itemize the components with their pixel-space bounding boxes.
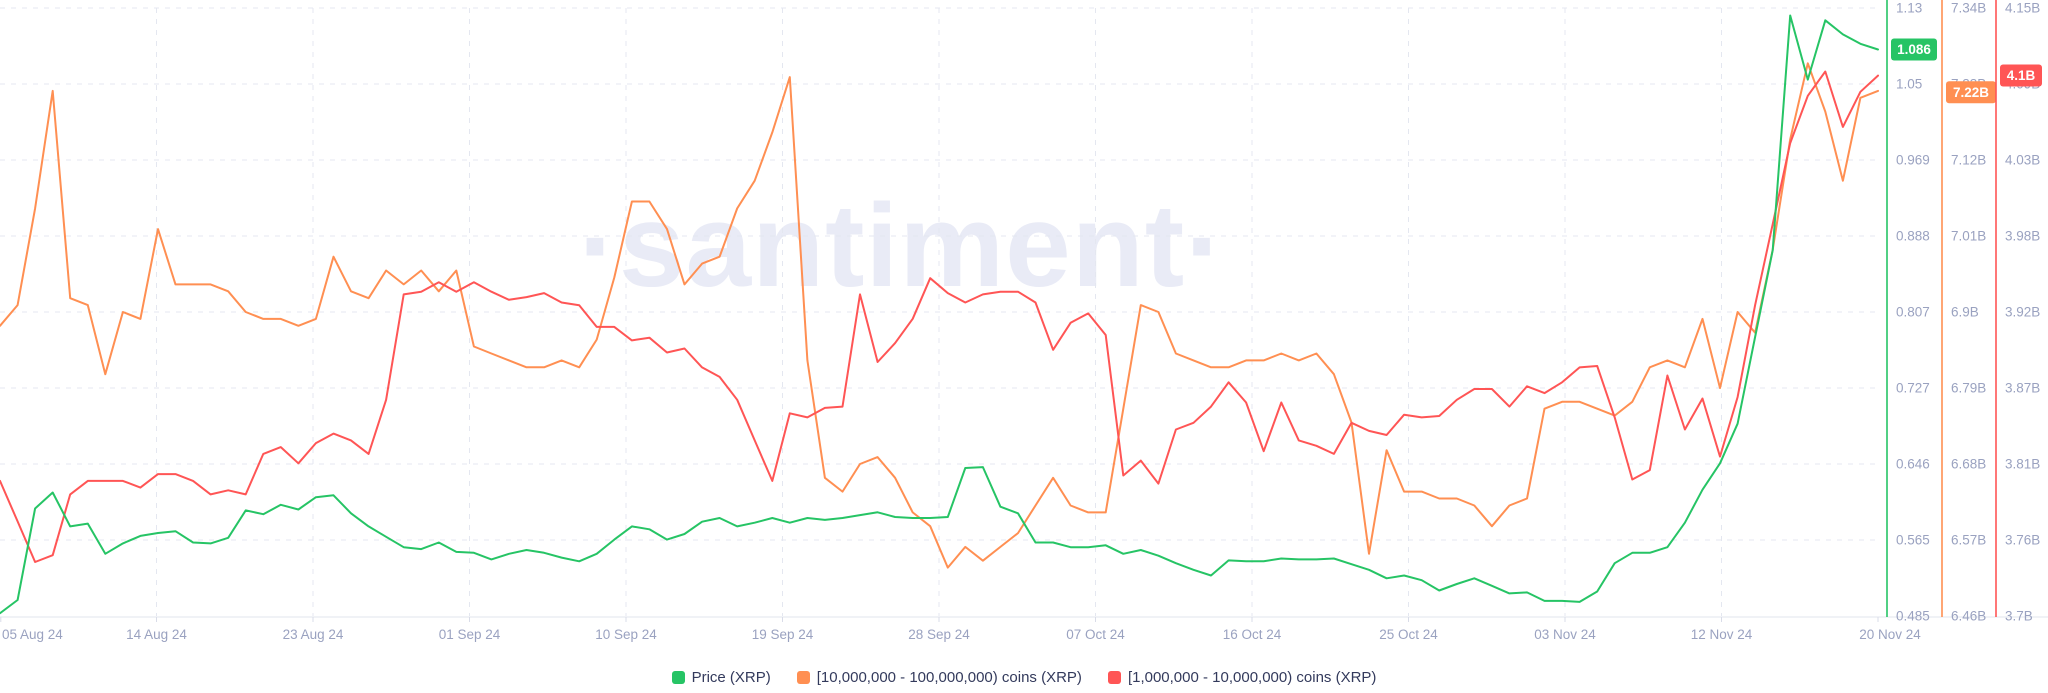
santiment-watermark: ·santiment· [578, 180, 1226, 312]
legend-item-price[interactable]: Price (XRP) [671, 668, 771, 686]
legend-label: [1,000,000 - 10,000,000) coins (XRP) [1127, 668, 1377, 686]
coins-1m-10m-tick-label: 3.81B [2005, 457, 2040, 472]
coins-10m-100m-tick-label: 6.68B [1951, 457, 1986, 472]
chart-legend: Price (XRP) [10,000,000 - 100,000,000) c… [0, 665, 2048, 689]
coins-1m-10m-tick-label: 3.76B [2005, 533, 2040, 548]
coins-10m-100m-last-value-badge [1946, 81, 1996, 104]
x-axis-date-label: 05 Aug 24 [2, 627, 63, 642]
coins-10m-100m-tick-label: 7.34B [1951, 1, 1986, 16]
coins-1m-10m-last-value-badge [2000, 64, 2042, 87]
x-axis-date-label: 20 Nov 24 [1859, 627, 1921, 642]
coins-10m-100m-last-value-badge-label: 7.22B [1953, 85, 1989, 100]
x-axis-date-label: 19 Sep 24 [752, 627, 814, 642]
x-axis-date-label: 03 Nov 24 [1534, 627, 1596, 642]
series-line-coins-10m-100m [0, 62, 1879, 569]
legend-label: Price (XRP) [691, 668, 771, 686]
price-legend-swatch-icon [671, 670, 685, 684]
price-tick-label: 0.565 [1896, 533, 1930, 548]
legend-item-coins-10m-100m[interactable]: [10,000,000 - 100,000,000) coins (XRP) [796, 668, 1082, 686]
x-axis-date-label: 23 Aug 24 [283, 627, 344, 642]
x-axis-date-label: 28 Sep 24 [908, 627, 970, 642]
coins-10m-100m-tick-label: 6.57B [1951, 533, 1986, 548]
series-line-coins-1m-10m [0, 70, 1879, 563]
price-tick-label: 0.727 [1896, 381, 1930, 396]
coins-10m-100m-tick-label: 6.9B [1951, 305, 1979, 320]
coins-1m-10m-tick-label: 4.15B [2005, 1, 2040, 16]
coins-10m-100m-tick-label: 6.46B [1951, 609, 1986, 624]
x-axis-date-label: 14 Aug 24 [126, 627, 187, 642]
coins-10m-100m-tick-label: 6.79B [1951, 381, 1986, 396]
coins-1m-10m-legend-swatch-icon [1107, 670, 1121, 684]
x-axis-date-label: 01 Sep 24 [439, 627, 501, 642]
coins-1m-10m-tick-label: 4.03B [2005, 153, 2040, 168]
price-tick-label: 0.485 [1896, 609, 1930, 624]
legend-label: [10,000,000 - 100,000,000) coins (XRP) [816, 668, 1082, 686]
coins-10m-100m-tick-label: 7.12B [1951, 153, 1986, 168]
coins-1m-10m-tick-label: 3.7B [2005, 609, 2033, 624]
x-axis-date-label: 25 Oct 24 [1379, 627, 1438, 642]
x-axis-date-label: 16 Oct 24 [1223, 627, 1282, 642]
series-line-price [0, 14, 1879, 615]
coins-10m-100m-legend-swatch-icon [796, 670, 810, 684]
coins-1m-10m-tick-label: 3.98B [2005, 229, 2040, 244]
x-axis-date-label: 10 Sep 24 [595, 627, 657, 642]
price-tick-label: 1.05 [1896, 77, 1922, 92]
legend-item-coins-1m-10m[interactable]: [1,000,000 - 10,000,000) coins (XRP) [1107, 668, 1377, 686]
price-last-value-badge-label: 1.086 [1897, 42, 1931, 57]
coins-1m-10m-last-value-badge-label: 4.1B [2007, 68, 2036, 83]
price-tick-label: 0.646 [1896, 457, 1930, 472]
price-tick-label: 1.13 [1896, 1, 1922, 16]
price-tick-label: 0.888 [1896, 229, 1930, 244]
price-tick-label: 0.807 [1896, 305, 1930, 320]
coins-1m-10m-tick-label: 3.87B [2005, 381, 2040, 396]
price-last-value-badge [1891, 38, 1937, 61]
coins-1m-10m-tick-label: 3.92B [2005, 305, 2040, 320]
x-axis-date-label: 12 Nov 24 [1691, 627, 1753, 642]
coins-10m-100m-tick-label: 7.01B [1951, 229, 1986, 244]
price-tick-label: 0.969 [1896, 153, 1930, 168]
x-axis-date-label: 07 Oct 24 [1066, 627, 1125, 642]
